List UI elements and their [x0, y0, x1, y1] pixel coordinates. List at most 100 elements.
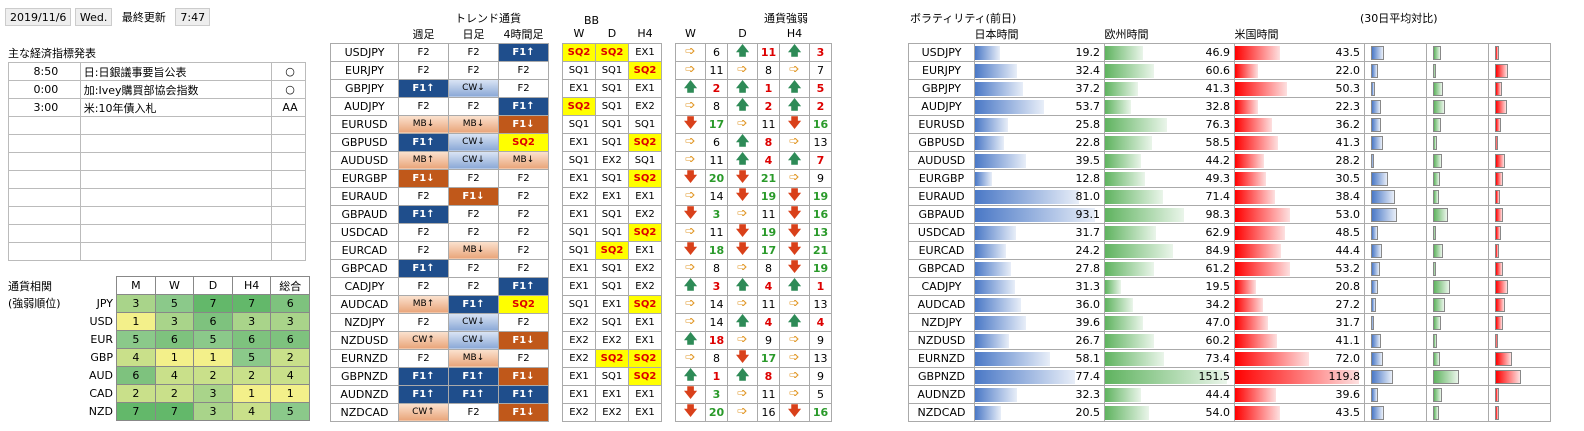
- bb-cell: SQ1: [595, 96, 629, 116]
- right-arrow-icon: ➩: [675, 60, 706, 80]
- vol-ratio-cell: [1488, 186, 1551, 206]
- ratio-bar: [1495, 135, 1499, 150]
- vol-bar: [1235, 207, 1290, 222]
- ratio-bar: [1433, 243, 1444, 258]
- corr-rank: 1: [231, 384, 272, 403]
- pair-row: AUDNZD F1↑ F1↑ F1↑ EX1 EX1 EX1 🡇 3 ➩ 11 ➩ 5: [330, 384, 832, 404]
- vol-row: EURCAD 24.2 84.9 44.4: [908, 240, 1551, 260]
- strength-rank: 21: [757, 168, 780, 188]
- vol-ratio-cell: [1364, 132, 1427, 152]
- trend-cell: F1↑: [398, 132, 449, 152]
- corr-rank: 7: [116, 402, 156, 421]
- up-arrow-icon: 🡅: [779, 42, 810, 62]
- bb-cell: EX2: [562, 402, 596, 422]
- vol-value: 76.3: [1205, 117, 1231, 131]
- vol-value: 50.3: [1335, 81, 1361, 95]
- right-arrow-icon: ➩: [727, 114, 758, 134]
- corr-rank: 5: [116, 330, 156, 349]
- pair-name: AUDUSD: [330, 150, 399, 170]
- strength-rank: 21: [809, 240, 832, 260]
- vol-value: 151.5: [1198, 369, 1231, 383]
- vol-pair-name: GBPNZD: [908, 366, 975, 386]
- vol-bar: [1105, 405, 1149, 420]
- strength-rank: 17: [757, 348, 780, 368]
- pair-row: EURJPY F2 F2 F2 SQ1 SQ1 SQ2 ➩ 11 ➩ 8 ➩ 7: [330, 60, 832, 80]
- corr-currency: JPY: [96, 297, 114, 310]
- vol-ratio-cell: [1488, 312, 1551, 332]
- ratio-bar: [1495, 369, 1521, 384]
- corr-rank: 4: [231, 402, 272, 421]
- vol-value: 73.4: [1205, 351, 1231, 365]
- ratio-bar: [1433, 99, 1446, 114]
- vol-cell: 41.3: [1104, 78, 1235, 98]
- vol-row: AUDJPY 53.7 32.8 22.3: [908, 96, 1551, 116]
- vol-value: 60.6: [1205, 63, 1231, 77]
- vol-ratio-cell: [1364, 114, 1427, 134]
- vol-value: 24.2: [1075, 243, 1101, 257]
- corr-rank: 2: [154, 384, 195, 403]
- ratio-bar: [1495, 189, 1500, 204]
- vol-bar: [975, 351, 1050, 366]
- ratio-bar: [1371, 117, 1382, 132]
- vol-cell: 60.6: [1104, 60, 1235, 80]
- bb-cell: SQ1: [595, 204, 629, 224]
- pair-name: GBPAUD: [330, 204, 399, 224]
- vol-ratio-cell: [1364, 78, 1427, 98]
- vol-bar: [975, 333, 1010, 348]
- corr-subtitle: (強弱順位): [8, 297, 61, 310]
- vol-pair-name: CADJPY: [908, 276, 975, 296]
- right-arrow-icon: ➩: [779, 330, 810, 350]
- strength-rank: 16: [809, 402, 832, 422]
- vol-ratio-cell: [1488, 276, 1551, 296]
- vol-cell: 73.4: [1104, 348, 1235, 368]
- ratio-bar: [1495, 99, 1508, 114]
- trend-cell: F1↑: [448, 294, 499, 314]
- ratio-bar: [1495, 225, 1502, 240]
- ratio-bar: [1495, 117, 1501, 132]
- vol-value: 58.1: [1075, 351, 1101, 365]
- vol-cell: 77.4: [974, 366, 1105, 386]
- ratio-bar: [1433, 351, 1440, 366]
- vol-ratio-cell: [1488, 402, 1551, 422]
- ratio-bar: [1371, 315, 1375, 330]
- trend-cell: MB↓: [448, 240, 499, 260]
- down-arrow-icon: 🡇: [727, 240, 758, 260]
- corr-rank: 6: [231, 330, 272, 349]
- bb-cell: SQ2: [628, 294, 662, 314]
- vol-cell: 32.4: [974, 60, 1105, 80]
- ratio-bar: [1371, 351, 1384, 366]
- event-name: 米:10年債入札: [79, 98, 273, 117]
- vol-value: 44.2: [1205, 153, 1231, 167]
- vol-value: 46.9: [1205, 45, 1231, 59]
- right-arrow-icon: ➩: [779, 132, 810, 152]
- ratio-bar: [1433, 315, 1441, 330]
- bb-cell: EX2: [562, 186, 596, 206]
- vol-cell: 72.0: [1234, 348, 1365, 368]
- vol-bar: [975, 387, 1017, 402]
- vol-cell: 84.9: [1104, 240, 1235, 260]
- corr-rank: 5: [270, 402, 310, 421]
- strength-rank: 11: [705, 150, 728, 170]
- bb-cell: EX1: [562, 384, 596, 404]
- corr-row: CAD 2 2 3 1 1: [82, 384, 310, 403]
- event-row-empty: [8, 134, 306, 153]
- vol-value: 39.6: [1075, 315, 1101, 329]
- trend-cell: MB↓: [498, 150, 549, 170]
- pair-row: NZDJPY F2 CW↓ F2 EX2 SQ1 EX1 ➩ 14 🡅 4 🡅 4: [330, 312, 832, 332]
- vol-value: 53.7: [1075, 99, 1101, 113]
- bb-cell: EX1: [628, 42, 662, 62]
- vol-value: 28.2: [1335, 153, 1361, 167]
- right-arrow-icon: ➩: [675, 258, 706, 278]
- vol-cell: 43.5: [1234, 402, 1365, 422]
- vol-pair-name: NZDCAD: [908, 402, 975, 422]
- vol-bar: [975, 207, 1096, 222]
- ratio-bar: [1495, 243, 1500, 258]
- bb-cell: SQ1: [562, 150, 596, 170]
- vol-pair-name: AUDCAD: [908, 294, 975, 314]
- vol-cell: 50.3: [1234, 78, 1365, 98]
- ratio-bar: [1371, 189, 1395, 204]
- vol-cell: 22.0: [1234, 60, 1365, 80]
- vol-value: 41.3: [1205, 81, 1231, 95]
- strength-rank: 4: [757, 276, 780, 296]
- vol-value: 49.3: [1205, 171, 1231, 185]
